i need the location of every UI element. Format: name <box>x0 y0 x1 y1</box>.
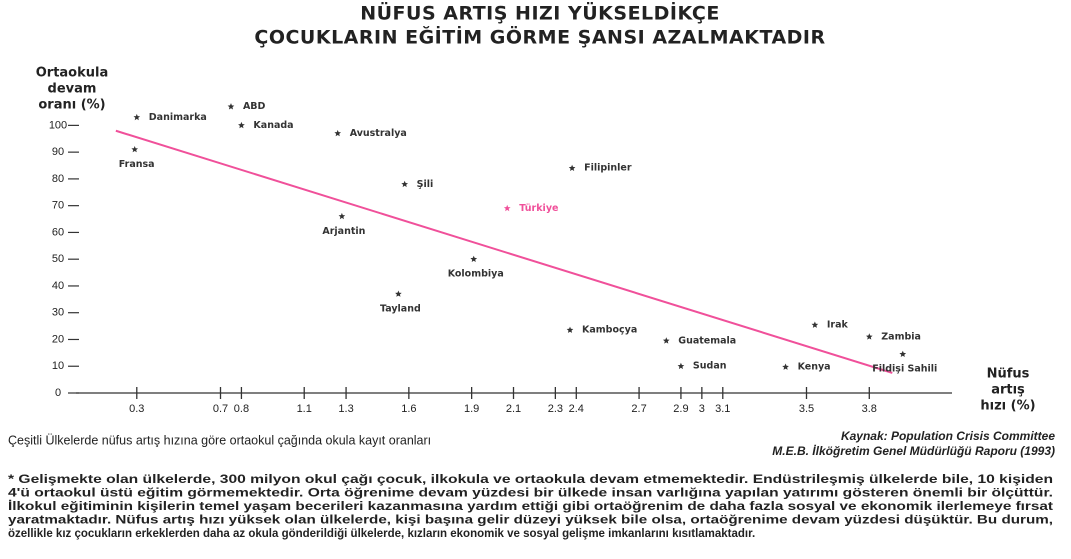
data-point <box>227 103 235 110</box>
point-label: Türkiye <box>519 203 558 214</box>
data-point <box>811 321 819 328</box>
data-point <box>338 212 346 220</box>
x-tick-label: 0.3 <box>129 403 144 415</box>
point-label: Avustralya <box>350 128 407 139</box>
y-tick-label: 80 <box>52 173 64 185</box>
footnote-line: * Gelişmekte olan ülkelerde, 300 milyon … <box>8 474 1053 486</box>
x-tick-label: 2.3 <box>548 403 563 415</box>
data-point <box>238 121 245 129</box>
y-tick-label: 20 <box>52 333 64 345</box>
y-tick-label: 30 <box>52 307 64 319</box>
x-tick-label: 2.4 <box>569 403 584 415</box>
x-tick-label: 1.3 <box>338 403 353 415</box>
x-tick-label: 1.6 <box>401 403 416 415</box>
point-label: Sudan <box>693 361 727 372</box>
footnote-line: özellikle kız çocukların erkeklerden dah… <box>8 528 755 540</box>
point-label: Tayland <box>380 303 421 314</box>
x-axis-label: Nüfus <box>987 367 1030 382</box>
trend-line <box>115 129 893 374</box>
y-tick-label: 10 <box>52 360 64 372</box>
source: Kaynak: Population Crisis Committee <box>841 429 1055 443</box>
chart-title: ÇOCUKLARIN EĞİTİM GÖRME ŞANSI AZALMAKTAD… <box>254 25 825 49</box>
x-tick-label: 2.1 <box>506 403 521 415</box>
x-axis-label: hızı (%) <box>980 399 1035 414</box>
y-tick-label: 100 <box>49 119 67 131</box>
data-point <box>568 164 576 171</box>
data-point <box>782 363 789 370</box>
source: M.E.B. İlköğretim Genel Müdürlüğü Raporu… <box>772 443 1055 458</box>
y-axis-label: devam <box>48 82 97 97</box>
y-axis-label: Ortaokula <box>36 66 109 81</box>
x-tick-label: 2.9 <box>673 403 688 415</box>
point-label: Kolombiya <box>448 269 504 280</box>
data-point <box>470 255 478 262</box>
y-tick-label: 40 <box>52 280 64 292</box>
x-tick-label: 3.5 <box>799 403 814 415</box>
data-point <box>566 326 574 333</box>
data-point <box>866 333 873 340</box>
y-tick-label: 0 <box>55 387 61 399</box>
point-label: Fransa <box>119 159 155 170</box>
x-tick-label: 3 <box>699 403 705 415</box>
point-label: Arjantin <box>322 226 365 237</box>
caption: Çeşitli Ülkelerde nüfus artış hızına gör… <box>8 433 431 447</box>
data-point <box>503 204 511 212</box>
x-tick-label: 3.1 <box>715 403 730 415</box>
point-label: Danimarka <box>149 112 207 123</box>
point-label: Kanada <box>253 120 293 131</box>
y-tick-label: 50 <box>52 253 64 265</box>
x-tick-label: 0.8 <box>234 403 249 415</box>
point-label: ABD <box>243 101 266 112</box>
x-tick-label: 2.7 <box>631 403 646 415</box>
y-tick-label: 70 <box>52 200 64 212</box>
point-label: Şili <box>417 179 434 190</box>
x-tick-label: 1.1 <box>297 403 312 415</box>
x-tick-label: 3.8 <box>862 403 877 415</box>
x-tick-label: 1.9 <box>464 403 479 415</box>
point-label: Filipinler <box>584 163 632 174</box>
y-axis-label: oranı (%) <box>38 98 105 113</box>
point-label: Fildişi Sahili <box>872 364 937 375</box>
point-label: Guatemala <box>678 335 736 346</box>
data-point <box>677 362 685 370</box>
point-label: Irak <box>827 320 849 331</box>
x-tick-label: 0.7 <box>213 403 228 415</box>
data-point <box>899 350 907 357</box>
point-label: Kenya <box>798 362 831 373</box>
footnote-line: yaratmaktadır. Nüfus artış hızı yüksek o… <box>8 515 1053 527</box>
data-point <box>401 180 408 188</box>
data-point <box>133 113 141 121</box>
footnote-line: 4'ü ortaokul üstü eğitim görmemektedir. … <box>8 488 1053 500</box>
point-label: Kamboçya <box>582 325 637 336</box>
x-axis-label: artış <box>991 383 1025 398</box>
y-tick-label: 60 <box>52 226 64 238</box>
data-point <box>131 146 138 153</box>
y-tick-label: 90 <box>52 146 64 158</box>
footnote-line: İlkokul eğitiminin kişilerin temel yaşam… <box>8 500 1053 513</box>
data-point <box>662 337 670 344</box>
point-label: Zambia <box>881 331 921 342</box>
chart-title: NÜFUS ARTIŞ HIZI YÜKSELDİKÇE <box>360 1 720 25</box>
data-point <box>395 290 402 297</box>
data-point <box>334 129 341 137</box>
